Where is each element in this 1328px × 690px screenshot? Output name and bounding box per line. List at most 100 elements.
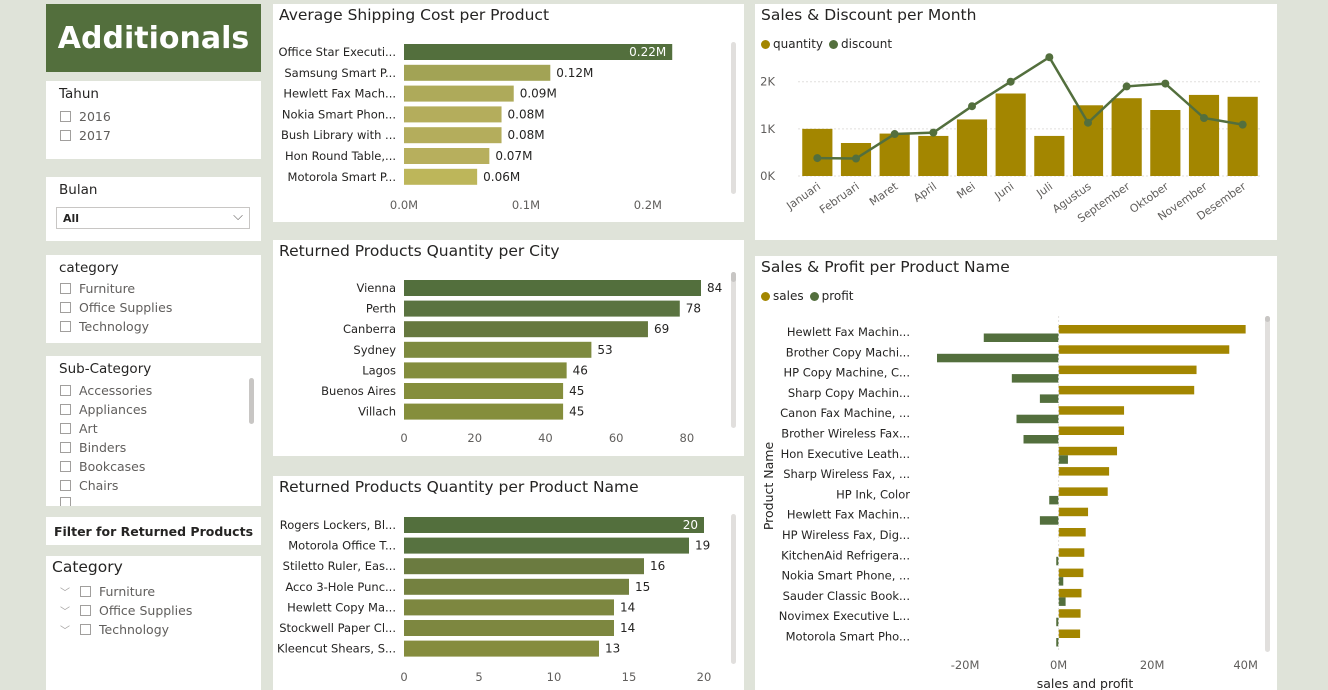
category-slicer-title: category <box>59 260 119 276</box>
filter-returned-products-button[interactable]: Filter for Returned Products <box>46 517 261 545</box>
bar-quantity <box>995 93 1026 176</box>
category-label: Samsung Smart P... <box>284 66 396 80</box>
category-label: Brother Copy Machi... <box>786 345 910 359</box>
bar-quantity <box>1034 135 1065 176</box>
subcategory-option-accessories[interactable]: Accessories <box>60 383 152 398</box>
category-label: Brother Wireless Fax... <box>781 427 910 441</box>
category-label: Stockwell Paper Cl... <box>279 621 396 635</box>
city-scroll-thumb[interactable] <box>731 272 736 282</box>
checkbox[interactable] <box>60 461 71 472</box>
checkbox[interactable] <box>60 321 71 332</box>
year-option-2016[interactable]: 2016 <box>60 109 111 124</box>
data-label: 0.06M <box>483 170 520 184</box>
bar-sales <box>1058 528 1086 537</box>
bar <box>404 168 478 185</box>
checkbox[interactable] <box>60 404 71 415</box>
profit-scrollbar[interactable] <box>1265 316 1270 652</box>
checkbox[interactable] <box>60 302 71 313</box>
checkbox[interactable] <box>60 130 71 141</box>
chevron-down-icon[interactable]: ﹀ <box>60 626 70 637</box>
sales-discount-panel: Sales & Discount per Month quantity disc… <box>755 4 1277 240</box>
subcategory-option-chairs[interactable]: Chairs <box>60 478 118 493</box>
category-option-furniture[interactable]: Furniture <box>60 281 135 296</box>
point-discount <box>852 154 860 163</box>
checkbox[interactable] <box>60 385 71 396</box>
bar-sales <box>1058 325 1246 334</box>
bar-profit <box>1049 495 1059 505</box>
bar <box>404 383 564 399</box>
category-label: Buenos Aires <box>321 384 396 398</box>
tick-label: 1K <box>760 122 775 136</box>
subcategory-scrollbar[interactable] <box>249 378 254 424</box>
year-option-2017[interactable]: 2017 <box>60 128 111 143</box>
bar-sales <box>1058 487 1108 496</box>
chevron-down-icon[interactable]: ﹀ <box>60 588 70 599</box>
bar <box>404 341 592 358</box>
category-label: Sharp Wireless Fax, ... <box>783 467 910 481</box>
category-label: Hon Executive Leath... <box>781 447 910 461</box>
checkbox[interactable] <box>60 283 71 294</box>
subcategory-slicer-title: Sub-Category <box>59 361 152 377</box>
tick-label: 5 <box>475 670 482 684</box>
year-slicer-title: Tahun <box>59 86 99 102</box>
checkbox[interactable] <box>80 624 91 635</box>
category-label: Canberra <box>343 322 396 336</box>
category-hierarchy-furniture[interactable]: ﹀ Furniture <box>60 584 156 599</box>
checkbox[interactable] <box>60 480 71 491</box>
category-option-technology[interactable]: Technology <box>60 319 149 334</box>
bar-sales <box>1058 548 1085 557</box>
category-label: Lagos <box>362 363 396 377</box>
checkbox[interactable] <box>60 423 71 434</box>
subcategory-option-binders[interactable]: Binders <box>60 440 126 455</box>
bar-quantity <box>918 135 949 176</box>
bar <box>404 280 701 296</box>
city-returns-panel: Returned Products Quantity per City Vien… <box>273 240 744 456</box>
legend-sales[interactable]: sales <box>761 289 804 303</box>
legend-discount[interactable]: discount <box>829 37 892 51</box>
category-hierarchy-technology[interactable]: ﹀ Technology <box>60 622 170 637</box>
shipping-scrollbar[interactable] <box>731 42 736 194</box>
category-label: Rogers Lockers, Bl... <box>280 518 396 532</box>
profit-scroll-thumb[interactable] <box>1265 316 1270 322</box>
category-label: Januari <box>783 180 823 213</box>
bar-quantity <box>1111 98 1142 176</box>
data-label: 84 <box>707 281 722 295</box>
bar-profit <box>983 333 1059 342</box>
bar-quantity <box>1072 105 1104 176</box>
point-discount <box>813 154 822 163</box>
sales-profit-panel: Sales & Profit per Product Name sales pr… <box>755 256 1277 690</box>
sales-profit-chart: Hewlett Fax Machin... Brother Copy Machi.… <box>761 316 1258 690</box>
subcategory-option-bookcases[interactable]: Bookcases <box>60 459 145 474</box>
category-label: Bush Library with ... <box>281 128 396 142</box>
category-option-office-supplies[interactable]: Office Supplies <box>60 300 172 315</box>
data-label: 0.08M <box>508 107 545 121</box>
checkbox[interactable] <box>60 111 71 122</box>
bar <box>404 558 644 575</box>
bar <box>404 321 648 338</box>
bar <box>404 640 599 657</box>
category-label: Nokia Smart Phone, ... <box>781 569 910 583</box>
checkbox[interactable] <box>80 605 91 616</box>
checkbox[interactable] <box>60 442 71 453</box>
city-scrollbar[interactable] <box>731 272 736 428</box>
subcategory-option-art[interactable]: Art <box>60 421 98 436</box>
category-label: Stiletto Ruler, Eas... <box>283 559 396 573</box>
month-slicer-title: Bulan <box>59 182 98 198</box>
legend-quantity[interactable]: quantity <box>761 37 823 51</box>
checkbox[interactable] <box>80 586 91 597</box>
subcategory-option-appliances[interactable]: Appliances <box>60 402 147 417</box>
month-dropdown[interactable]: All ⌵ <box>56 207 250 229</box>
product-scrollbar[interactable] <box>731 514 736 664</box>
category-slicer: category Furniture Office Supplies Techn… <box>46 255 261 343</box>
category-label: Hon Round Table,... <box>285 149 396 163</box>
legend-profit[interactable]: profit <box>809 289 853 303</box>
tick-label: 80 <box>680 431 695 445</box>
shipping-cost-chart: Office Star Executi... 0.22M Samsung Smart… <box>278 44 673 212</box>
category-label: Sydney <box>353 343 396 357</box>
category-hierarchy-office-supplies[interactable]: ﹀ Office Supplies <box>60 603 193 618</box>
y-axis-title: Product Name <box>761 442 776 531</box>
chevron-down-icon[interactable]: ﹀ <box>60 607 70 618</box>
category-label: Sharp Copy Machin... <box>788 386 910 400</box>
bar-profit <box>1039 516 1059 525</box>
tick-label: 0K <box>760 169 775 183</box>
